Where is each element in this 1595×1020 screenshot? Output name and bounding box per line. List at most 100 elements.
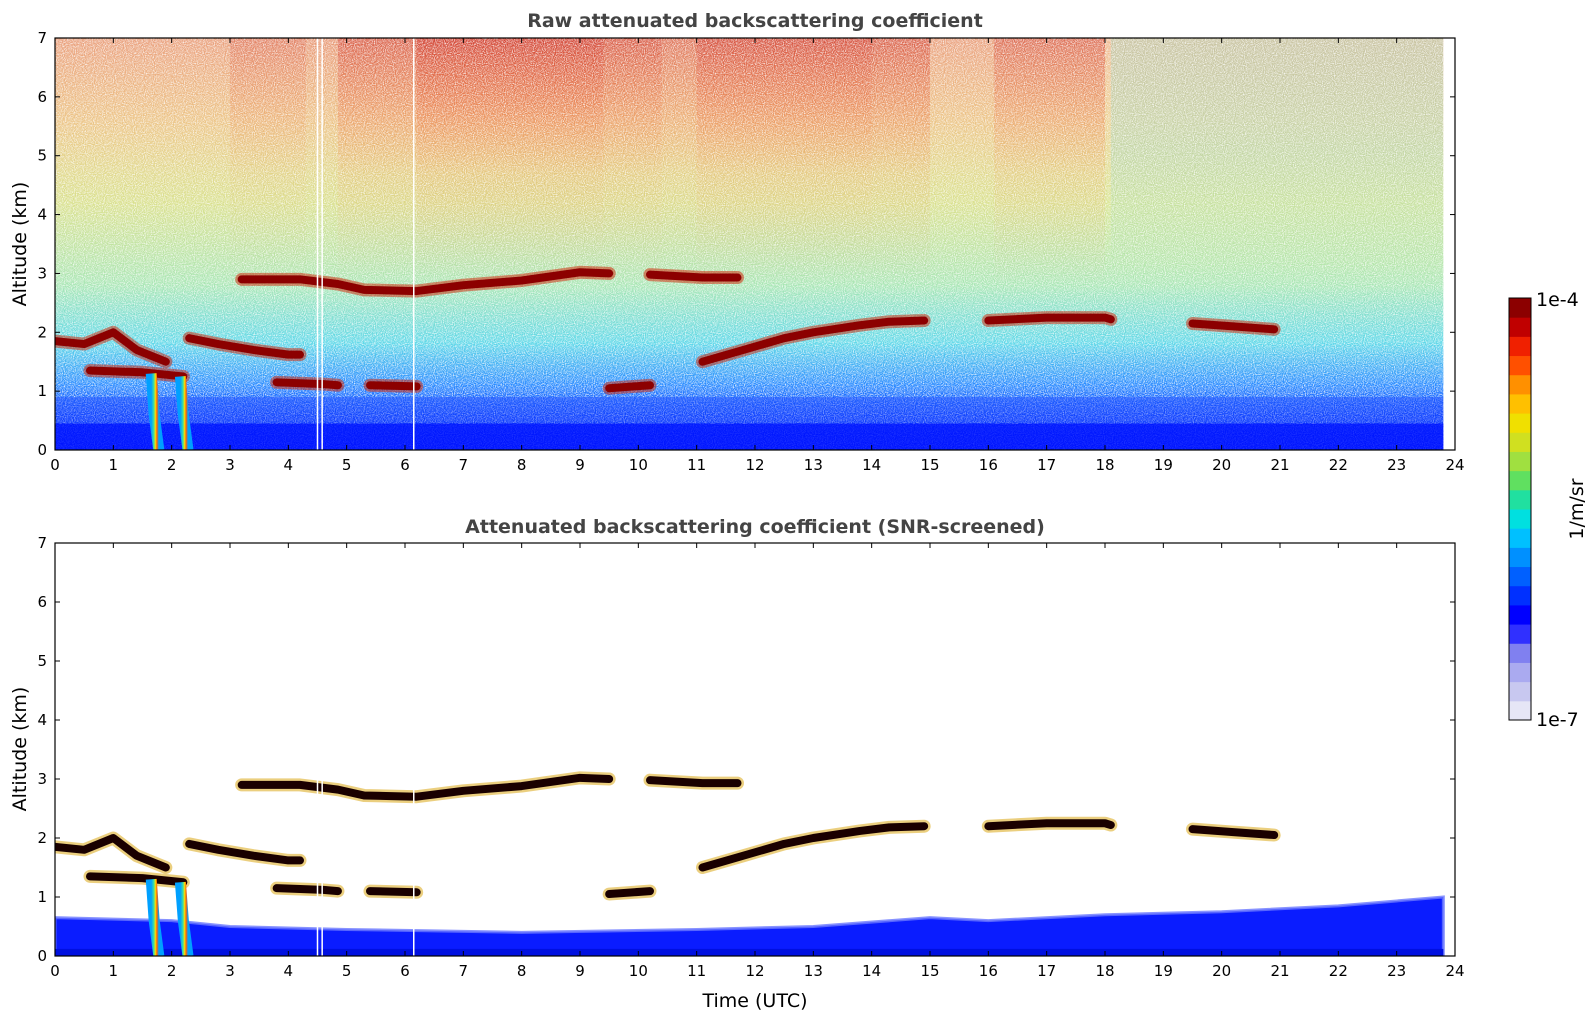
bottom-heatmap bbox=[55, 543, 1445, 956]
x-tick-label: 11 bbox=[687, 962, 706, 980]
bottom-cloud-features bbox=[55, 771, 1281, 956]
top-cloud-features bbox=[55, 265, 1281, 450]
colorbar-step bbox=[1509, 393, 1531, 414]
cloud-layer bbox=[55, 328, 170, 366]
top-x-axis: 0 1 2 3 4 5 6 7 8 9 10 11 12 13 14 15 16 17 18 19 20 21 22 23 24 bbox=[50, 38, 1465, 474]
aerosol-plume bbox=[174, 881, 194, 956]
x-tick-label: 14 bbox=[862, 962, 881, 980]
bottom-x-axis: 0 1 2 3 4 5 6 7 8 9 10 11 12 13 14 15 16 17 18 19 20 21 22 23 24 bbox=[50, 543, 1465, 980]
cloud-layer bbox=[605, 887, 654, 899]
y-tick-label: 6 bbox=[37, 88, 47, 106]
x-tick-label: 9 bbox=[575, 962, 585, 980]
x-tick-label: 2 bbox=[167, 456, 177, 474]
y-tick-label: 7 bbox=[37, 534, 47, 552]
colorbar-step bbox=[1509, 566, 1531, 587]
top-speckle-overlay bbox=[55, 38, 1447, 450]
cloud-layer bbox=[272, 884, 342, 896]
colorbar-step bbox=[1509, 374, 1531, 395]
surface-bin bbox=[55, 948, 1444, 956]
x-tick-label: 16 bbox=[979, 962, 998, 980]
x-tick-label: 13 bbox=[804, 962, 823, 980]
x-tick-label: 11 bbox=[687, 456, 706, 474]
colorbar-step bbox=[1509, 662, 1531, 683]
x-tick-label: 5 bbox=[342, 456, 352, 474]
bottom-panel-title: Attenuated backscattering coefficient (S… bbox=[465, 516, 1045, 538]
x-tick-label: 9 bbox=[575, 456, 585, 474]
top-y-axis-label: Altitude (km) bbox=[9, 182, 31, 307]
x-tick-label: 1 bbox=[109, 962, 119, 980]
colorbar-step bbox=[1509, 624, 1531, 644]
x-tick-label: 10 bbox=[629, 962, 648, 980]
x-tick-label: 24 bbox=[1445, 962, 1464, 980]
x-tick-label: 12 bbox=[745, 456, 764, 474]
cloud-layer bbox=[272, 378, 342, 390]
top-near-surface-layer bbox=[55, 397, 1444, 450]
colorbar-unit-label: 1/m/sr bbox=[1566, 478, 1588, 539]
colorbar-step bbox=[1509, 355, 1531, 376]
x-tick-label: 19 bbox=[1154, 456, 1173, 474]
y-tick-label: 4 bbox=[37, 711, 47, 729]
cloud-layer bbox=[86, 872, 188, 887]
y-tick-label: 5 bbox=[37, 147, 47, 165]
y-tick-label: 2 bbox=[37, 323, 47, 341]
cloud-layer bbox=[237, 773, 614, 801]
colorbar-steps bbox=[1509, 298, 1531, 721]
x-tick-label: 23 bbox=[1387, 456, 1406, 474]
y-tick-label: 5 bbox=[37, 652, 47, 670]
x-tick-label: 18 bbox=[1095, 962, 1114, 980]
cloud-layer bbox=[605, 381, 654, 393]
bottom-x-axis-label: Time (UTC) bbox=[701, 990, 807, 1012]
y-tick-label: 4 bbox=[37, 206, 47, 224]
colorbar-step bbox=[1509, 489, 1531, 510]
colorbar-step bbox=[1509, 509, 1531, 529]
colorbar-step bbox=[1509, 547, 1531, 568]
no-data-region bbox=[1443, 38, 1455, 450]
colorbar: 1e-4 1e-7 1/m/sr bbox=[1508, 289, 1588, 731]
x-tick-label: 19 bbox=[1154, 962, 1173, 980]
surface-layer bbox=[55, 423, 1444, 450]
cloud-layer bbox=[698, 822, 929, 872]
y-tick-label: 3 bbox=[37, 770, 47, 788]
bottom-y-axis-label: Altitude (km) bbox=[9, 687, 31, 812]
x-tick-label: 20 bbox=[1212, 456, 1231, 474]
x-tick-label: 12 bbox=[745, 962, 764, 980]
x-tick-label: 4 bbox=[284, 456, 294, 474]
colorbar-frame bbox=[1508, 297, 1532, 721]
x-tick-label: 6 bbox=[400, 962, 410, 980]
x-tick-label: 16 bbox=[979, 456, 998, 474]
cloud-layer bbox=[237, 268, 614, 296]
colorbar-step bbox=[1509, 681, 1531, 702]
x-tick-label: 18 bbox=[1095, 456, 1114, 474]
x-tick-label: 14 bbox=[862, 456, 881, 474]
colorbar-step bbox=[1509, 643, 1531, 663]
bottom-boundary-layer bbox=[55, 895, 1445, 956]
colorbar-step bbox=[1509, 451, 1531, 472]
snr-screened-panel: Attenuated backscattering coefficient (S… bbox=[9, 516, 1465, 1012]
cloud-layer bbox=[1188, 825, 1279, 840]
x-tick-label: 24 bbox=[1445, 456, 1464, 474]
top-panel-title: Raw attenuated backscattering coefficien… bbox=[527, 10, 983, 32]
y-tick-label: 0 bbox=[37, 441, 47, 459]
colorbar-max-label: 1e-4 bbox=[1536, 289, 1579, 311]
top-heatmap bbox=[55, 38, 1455, 450]
x-tick-label: 1 bbox=[109, 456, 119, 474]
aerosol-plume bbox=[174, 376, 194, 450]
x-tick-label: 21 bbox=[1270, 456, 1289, 474]
top-data-gaps bbox=[316, 38, 415, 450]
colorbar-step bbox=[1509, 470, 1531, 491]
bottom-y-axis: 0 1 2 3 4 5 6 7 bbox=[37, 534, 1455, 965]
x-tick-label: 10 bbox=[629, 456, 648, 474]
colorbar-step bbox=[1509, 528, 1531, 548]
colorbar-step bbox=[1509, 298, 1531, 318]
bottom-data-gaps bbox=[316, 543, 415, 956]
cloud-layer bbox=[1188, 319, 1279, 334]
colorbar-step bbox=[1509, 432, 1531, 452]
boundary-layer-area bbox=[55, 897, 1444, 956]
cloud-layer bbox=[646, 776, 742, 788]
colorbar-step bbox=[1509, 413, 1531, 433]
cloud-layer bbox=[366, 887, 421, 897]
y-tick-label: 2 bbox=[37, 829, 47, 847]
colorbar-min-label: 1e-7 bbox=[1536, 709, 1579, 731]
cloud-layer bbox=[86, 366, 188, 381]
